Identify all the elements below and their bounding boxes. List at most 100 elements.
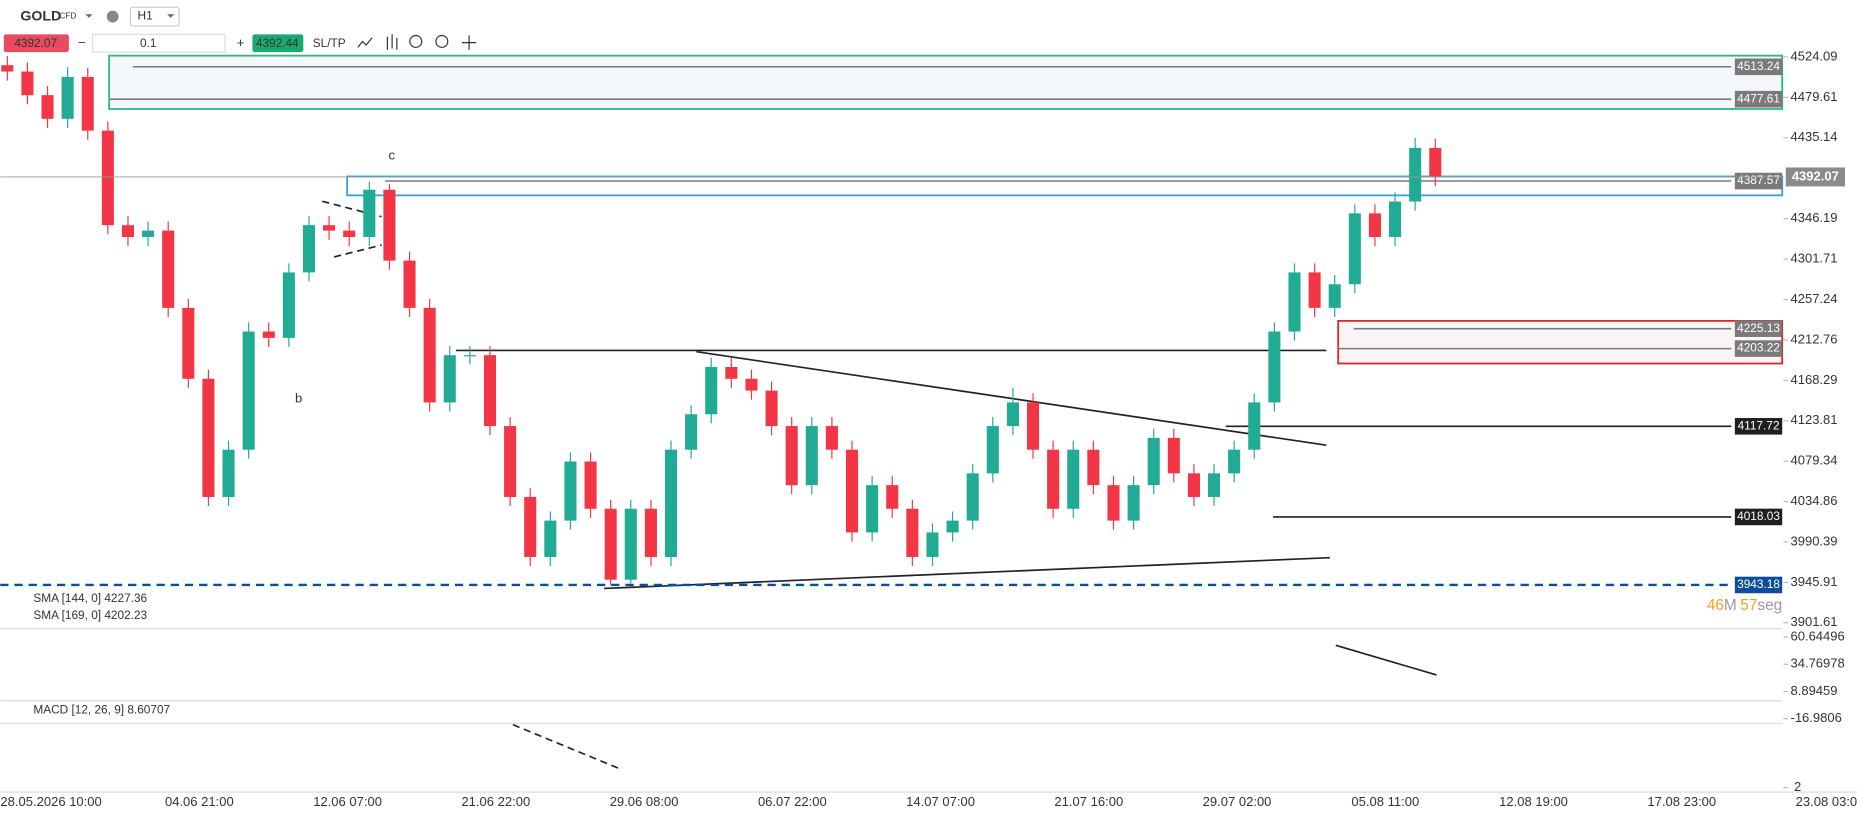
y-tick-label: 4168.29 xyxy=(1790,372,1837,387)
pan-tool[interactable] xyxy=(461,35,477,50)
level-label-box xyxy=(1734,340,1783,357)
supply-zone xyxy=(108,54,1784,110)
candle-body xyxy=(41,95,54,119)
candle-body xyxy=(524,496,537,557)
candle-body xyxy=(1228,449,1241,474)
candle-body xyxy=(383,189,396,261)
candle-body xyxy=(1409,147,1422,202)
macd-tick-label: -16.9806 xyxy=(1790,710,1841,725)
y-tick-label: 4524.09 xyxy=(1790,48,1837,63)
level-label-box xyxy=(1734,320,1783,337)
y-tick-label: 4346.19 xyxy=(1790,210,1837,225)
x-tick-label: 12.08 19:00 xyxy=(1499,794,1568,809)
y-tick-label: 4079.34 xyxy=(1790,453,1837,468)
candle-body xyxy=(1389,201,1402,237)
badge: CFD xyxy=(59,12,76,21)
candle-body xyxy=(1348,213,1361,285)
candle-body xyxy=(1308,272,1321,308)
macd-tick-label: 8.89459 xyxy=(1790,683,1837,698)
level-label-box xyxy=(1734,508,1783,526)
x-tick-label: 04.06 21:00 xyxy=(165,794,234,809)
candle-body xyxy=(403,260,416,308)
timeframe[interactable]: H1 xyxy=(138,9,153,23)
level-label: 3943.18 xyxy=(1737,577,1780,591)
trendline xyxy=(604,556,1330,590)
volume-input[interactable] xyxy=(91,33,226,53)
level-label: 4513.24 xyxy=(1737,59,1780,73)
symbol-dropdown[interactable] xyxy=(85,14,93,18)
candle-body xyxy=(845,449,859,533)
countdown: 46M 57seg xyxy=(1707,597,1782,614)
buy-button[interactable] xyxy=(252,34,304,53)
indicator-legend: SMA [144, 0] 4227.36 xyxy=(33,591,147,605)
candle-body xyxy=(1288,272,1301,332)
macd-tick-label: 60.64496 xyxy=(1790,628,1844,643)
triangle-line xyxy=(333,244,382,258)
candle-body xyxy=(1087,449,1100,486)
minus[interactable]: − xyxy=(78,35,86,50)
indicator-legend: SMA [169, 0] 4202.23 xyxy=(33,608,147,622)
candle-body xyxy=(1067,449,1080,509)
plus[interactable]: + xyxy=(237,35,245,50)
macd-tick-label: 34.76978 xyxy=(1790,656,1844,671)
candle-body xyxy=(685,414,698,450)
timeframe-box[interactable] xyxy=(129,6,180,27)
candle-body xyxy=(423,307,436,403)
candle-body xyxy=(745,378,758,391)
info-icon[interactable] xyxy=(106,10,119,23)
candle-body xyxy=(242,331,255,450)
candle-body xyxy=(182,307,195,379)
x-tick-label: 28.05.2026 10:00 xyxy=(0,794,101,809)
y-tick-label: 3901.61 xyxy=(1790,614,1837,629)
candle-body xyxy=(765,390,778,427)
candle-body xyxy=(302,225,316,273)
candle-body xyxy=(825,426,838,450)
x-tick-label: 29.07 02:00 xyxy=(1203,794,1272,809)
zoom-out[interactable] xyxy=(409,34,423,48)
sell-price[interactable]: 4392.07 xyxy=(14,36,57,50)
x-tick-label: 05.08 11:00 xyxy=(1351,794,1419,809)
volume-value[interactable]: 0.1 xyxy=(140,36,156,50)
level-label: 4203.22 xyxy=(1737,341,1780,355)
y-tick-label: 3945.91 xyxy=(1790,574,1837,589)
level-label: 4117.72 xyxy=(1738,418,1780,432)
y-tick-label: 4123.81 xyxy=(1790,412,1837,427)
buy-price[interactable]: 4392.44 xyxy=(256,36,299,50)
candle-body xyxy=(966,473,979,521)
x-tick-label: 12.06 07:00 xyxy=(313,794,382,809)
level-label-box xyxy=(1734,418,1783,435)
countdown-unit: seg xyxy=(1757,597,1782,614)
x-tick-label: 17.08 23:00 xyxy=(1647,794,1716,809)
candle-body xyxy=(1047,449,1060,509)
current-price-label: 4392.07 xyxy=(1792,168,1839,183)
candle-body xyxy=(725,366,738,379)
sell-button[interactable] xyxy=(3,34,69,53)
resistance-zone xyxy=(346,175,1784,197)
countdown-unit: M xyxy=(1724,597,1737,614)
candle-body xyxy=(544,520,557,557)
macd-legend: MACD [12, 26, 9] 8.60707 xyxy=(33,703,170,717)
candle-body xyxy=(866,485,879,533)
candle-body xyxy=(785,426,798,486)
candle-body xyxy=(363,189,376,237)
y-tick-label: 4034.86 xyxy=(1790,493,1837,508)
y-tick-label: 4479.61 xyxy=(1790,89,1837,104)
y-tick-label: 3990.39 xyxy=(1790,534,1837,549)
line-tool[interactable] xyxy=(357,37,373,48)
candle-body xyxy=(564,461,577,521)
candle-body xyxy=(1147,437,1160,486)
candle-body xyxy=(1127,485,1140,521)
candle-body xyxy=(805,426,818,486)
level-label-box xyxy=(1734,576,1783,594)
candle-body xyxy=(483,355,497,427)
x-tick-label: 21.07 16:00 xyxy=(1054,794,1123,809)
x-tick-label: 06.07 22:00 xyxy=(758,794,827,809)
symbol[interactable]: GOLD xyxy=(20,8,61,24)
sltp[interactable]: SL/TP xyxy=(313,36,346,50)
candle-body xyxy=(121,225,135,237)
candle-tool[interactable] xyxy=(386,34,398,50)
candle-body xyxy=(926,532,939,557)
zoom-in[interactable] xyxy=(435,34,449,48)
x-tick-label: 14.07 07:00 xyxy=(906,794,975,809)
candle-body xyxy=(1368,213,1381,237)
